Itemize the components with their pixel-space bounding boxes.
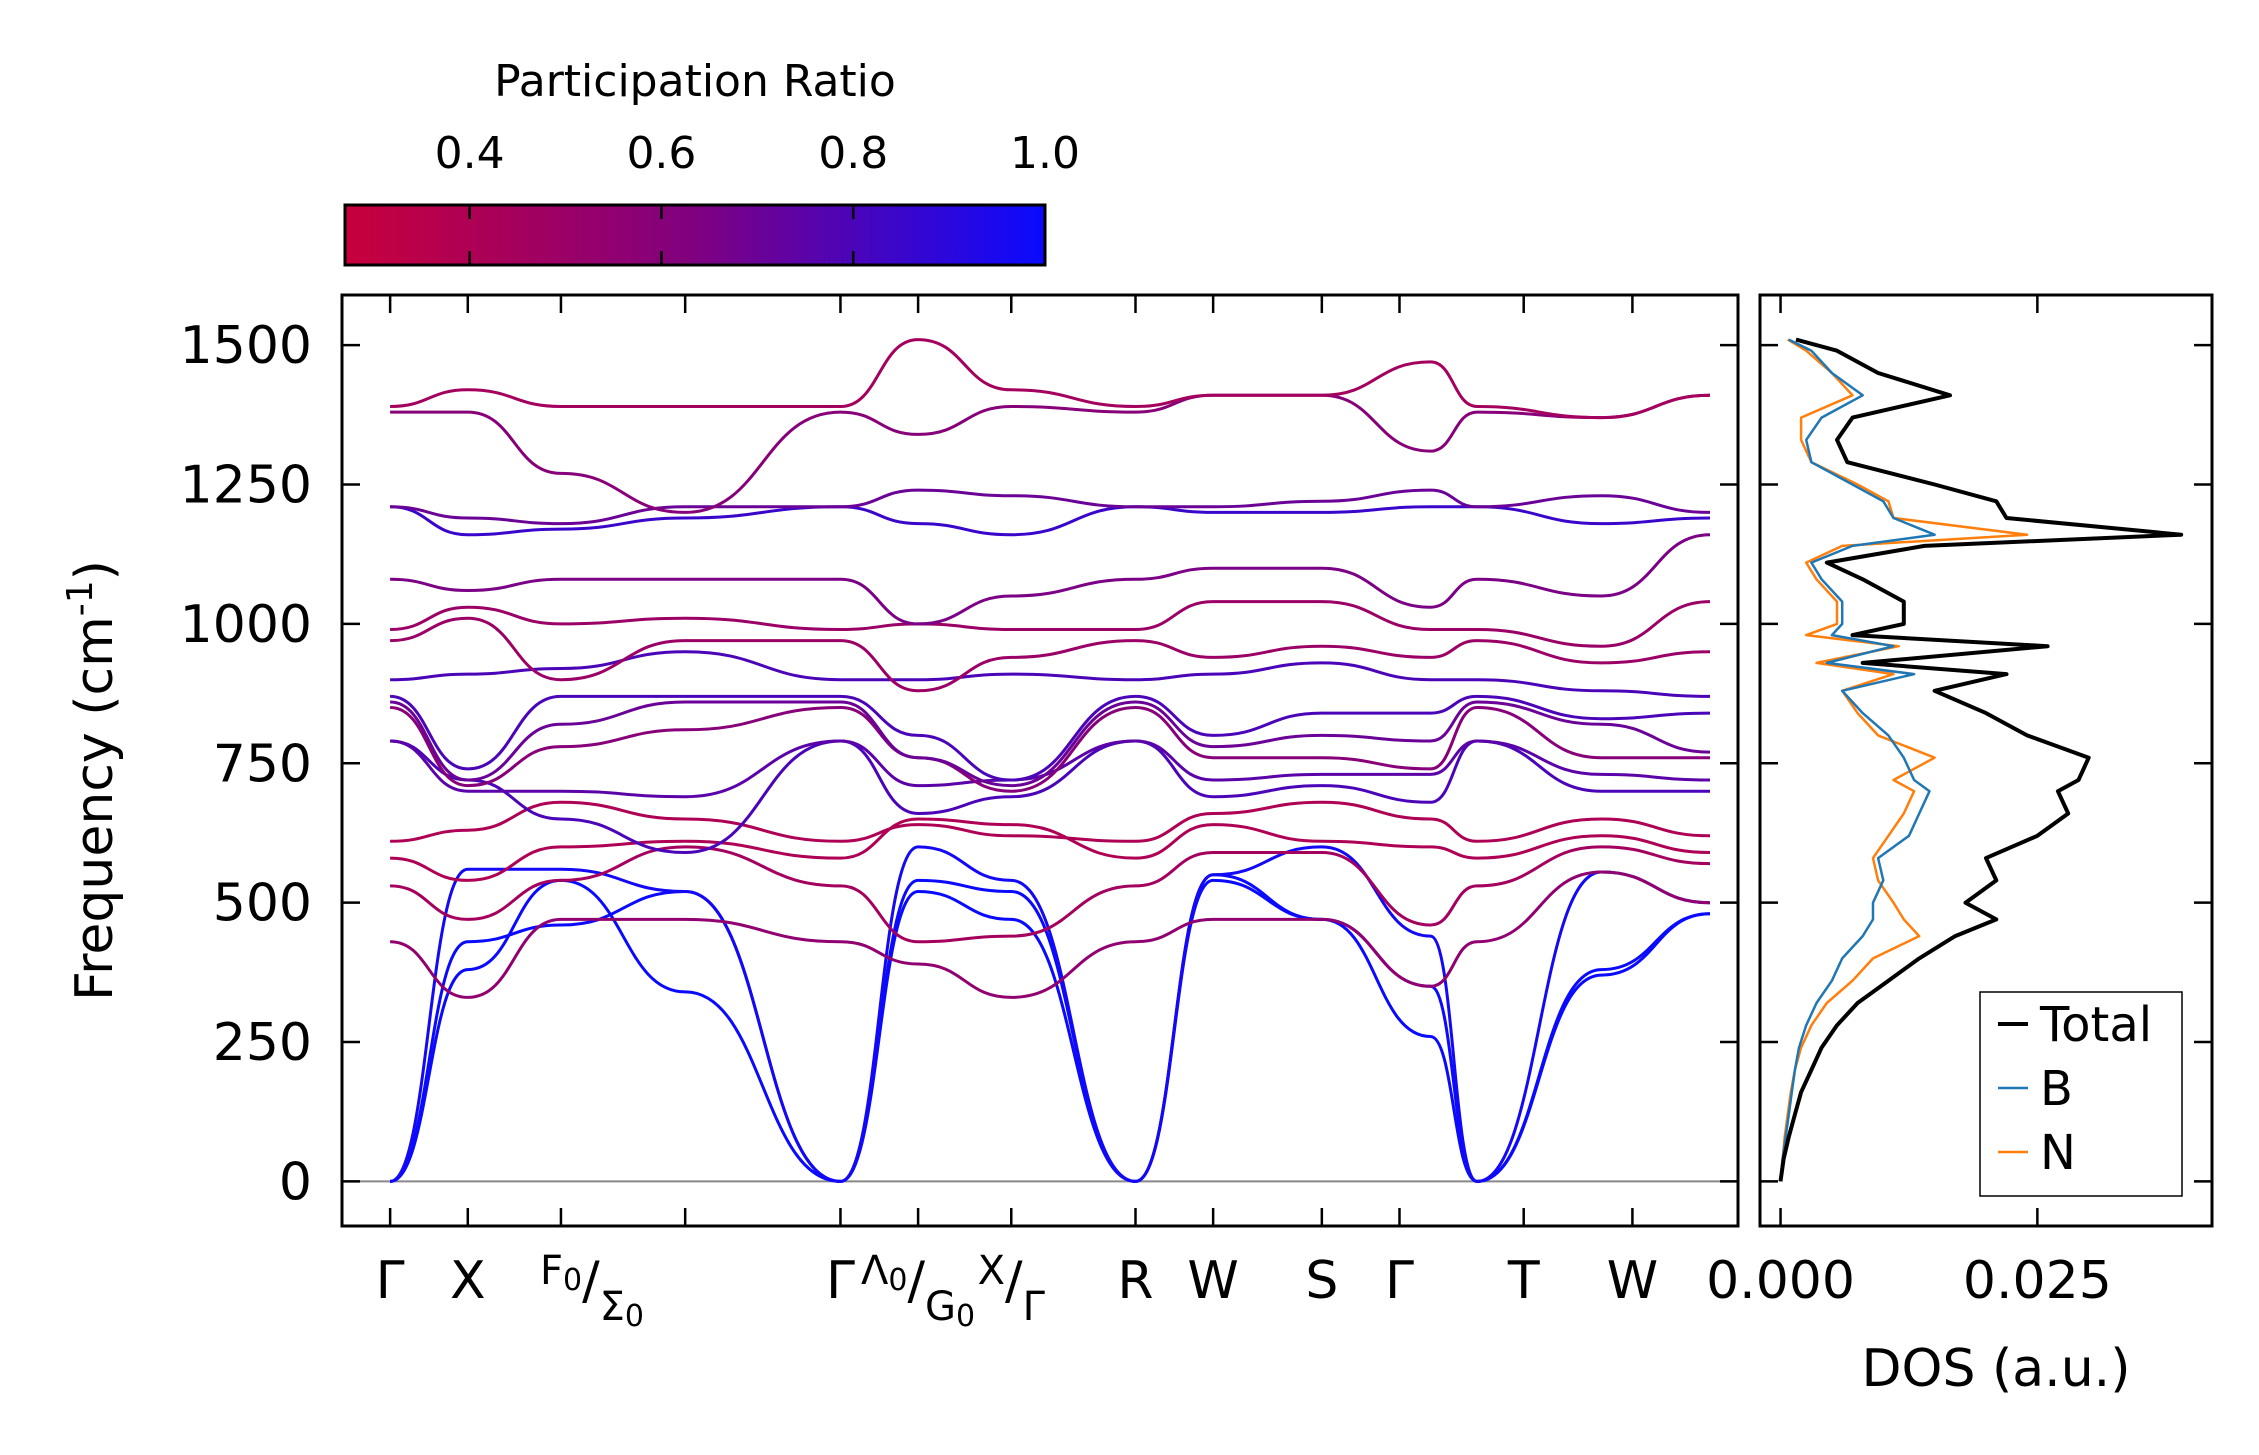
x-tick-label-part: / (1005, 1251, 1023, 1311)
x-tick-label-part: / (908, 1251, 926, 1311)
colorbar-tick-label: 1.0 (1010, 128, 1080, 179)
dispersion-branch-4 (390, 870, 1711, 999)
dos-frame (1758, 293, 2214, 1228)
colorbar-title: Participation Ratio (494, 56, 896, 107)
x-tick-label-part: Λ (861, 1248, 889, 1294)
x-tick-label: Λ0/G0 (861, 1248, 975, 1334)
x-tick-label-part: 0 (956, 1299, 975, 1334)
y-tick-label: 250 (213, 1013, 312, 1073)
x-tick-label-part: G (925, 1284, 956, 1330)
dos-x-axis-label: DOS (a.u.) (1862, 1339, 2131, 1399)
y-tick-label: 500 (213, 874, 312, 934)
dispersion-branch-6 (390, 817, 1711, 882)
x-tick-label: Γ (376, 1251, 405, 1311)
x-tick-label: S (1305, 1251, 1338, 1311)
x-tick-label-part: T (1507, 1251, 1540, 1311)
y-tick-label: 750 (213, 734, 312, 794)
x-tick-label: W (1187, 1251, 1238, 1311)
x-tick-label: X (450, 1251, 486, 1311)
dispersion-branch-20 (390, 338, 1711, 420)
dispersion-frame (340, 293, 1740, 1228)
x-tick-label: F0/Σ0 (540, 1248, 644, 1334)
colorbar-tick-label: 0.4 (435, 128, 505, 179)
x-tick-label-part: Γ (1385, 1251, 1414, 1311)
x-tick-label-part: Σ (600, 1284, 625, 1330)
y-tick-label: 1000 (180, 595, 312, 655)
legend-label-n: N (2040, 1125, 2076, 1181)
x-tick-label: Γ (1385, 1251, 1414, 1311)
dos-x-tick-label: 0.000 (1706, 1251, 1855, 1311)
dispersion-branch-5 (390, 845, 1711, 944)
x-tick-label-part: X (450, 1251, 486, 1311)
dos-line-n (1779, 338, 2029, 1182)
x-tick-label-part: / (582, 1251, 600, 1311)
dispersion-branch-7 (390, 800, 1711, 843)
dos-line-total (1778, 337, 2184, 1182)
x-tick-label-part: F (540, 1248, 563, 1294)
y-axis-label-text: Frequency (cm (65, 616, 125, 1001)
x-tick-label: X/Γ (978, 1248, 1046, 1330)
x-tick-label-part: X (978, 1248, 1005, 1294)
x-tick-label-part: W (1607, 1251, 1658, 1311)
y-axis-label: Frequency (cm-1) (60, 560, 125, 1001)
colorbar-tick-label: 0.6 (626, 128, 696, 179)
x-tick-label: Γ (826, 1251, 855, 1311)
y-tick-label: 0 (279, 1152, 312, 1212)
dispersion-branch-3 (389, 845, 1711, 1183)
dispersion-branch-11 (389, 700, 1711, 788)
dispersion-branch-15 (390, 600, 1711, 648)
x-tick-label-part: W (1187, 1251, 1238, 1311)
dispersion-branch-13 (390, 650, 1711, 698)
x-tick-label-part: 0 (625, 1299, 644, 1334)
colorbar-tick-label: 0.8 (818, 128, 888, 179)
x-tick-label-part: R (1117, 1251, 1153, 1311)
colorbar-gradient (343, 203, 1047, 267)
x-tick-label-part: Γ (376, 1251, 405, 1311)
x-tick-label-part: Γ (1023, 1284, 1046, 1330)
dispersion-branch-18 (390, 488, 1711, 526)
dispersion-branch-17 (390, 505, 1711, 537)
dispersion-branch-14 (390, 616, 1711, 693)
y-axis-label-text: ) (65, 560, 125, 580)
legend-label-total: Total (2039, 997, 2152, 1053)
dispersion-branch-16 (390, 533, 1711, 626)
dos-line-b (1779, 338, 1936, 1182)
dispersion-branch-12 (389, 694, 1711, 782)
y-tick-label: 1250 (180, 456, 312, 516)
colorbar: Participation Ratio 0.4 0.6 0.8 1.0 (343, 56, 1080, 267)
x-tick-label-part: 0 (563, 1263, 582, 1298)
dispersion-branch-19 (390, 393, 1711, 514)
dos-x-tick-label: 0.025 (1963, 1251, 2112, 1311)
legend-label-b: B (2040, 1061, 2073, 1117)
y-axis-label-superscript: -1 (60, 580, 101, 616)
x-tick-label-part: Γ (826, 1251, 855, 1311)
x-tick-label: R (1117, 1251, 1153, 1311)
x-tick-label-part: 0 (888, 1263, 907, 1298)
x-tick-label: T (1507, 1251, 1540, 1311)
x-tick-label-part: S (1305, 1251, 1338, 1311)
dos-plot: 0.000 0.025 DOS (a.u.) Total BN (1706, 293, 2214, 1399)
y-tick-label: 1500 (180, 316, 312, 376)
x-tick-label: W (1607, 1251, 1658, 1311)
